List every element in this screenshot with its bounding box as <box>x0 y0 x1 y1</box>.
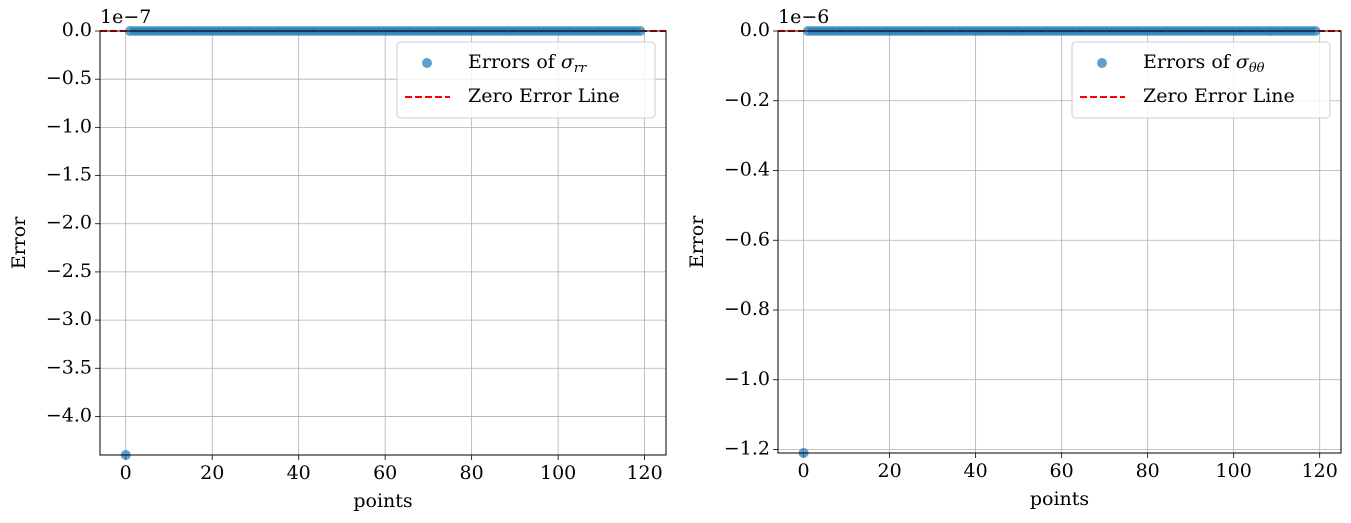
y-tick-label: −4.0 <box>46 404 92 426</box>
x-axis-label: points <box>1030 488 1089 510</box>
legend-label: Zero Error Line <box>1143 85 1295 107</box>
y-tick-label: −0.6 <box>724 228 770 250</box>
offset-text: 1e−7 <box>100 6 151 28</box>
x-tick-label: 0 <box>798 460 810 482</box>
y-tick-label: −0.2 <box>724 89 770 111</box>
legend-label: Errors of σθθ <box>1143 51 1265 76</box>
x-tick-label: 80 <box>460 462 484 484</box>
y-tick-label: −3.0 <box>46 308 92 330</box>
y-tick-label: 0.0 <box>740 19 770 41</box>
y-tick-label: −1.2 <box>724 438 770 460</box>
legend-label: Errors of σrr <box>468 51 587 76</box>
offset-text: 1e−6 <box>778 6 829 28</box>
x-tick-label: 20 <box>878 460 902 482</box>
y-tick-label: −1.5 <box>46 164 92 186</box>
y-tick-label: 0.0 <box>62 19 92 41</box>
legend-label: Zero Error Line <box>468 85 620 107</box>
legend-box <box>396 41 656 119</box>
x-tick-label: 60 <box>373 462 397 484</box>
y-tick-label: −0.5 <box>46 67 92 89</box>
y-tick-label: −0.8 <box>724 298 770 320</box>
x-tick-label: 100 <box>1216 460 1252 482</box>
y-axis-label: Error <box>686 215 708 268</box>
y-tick-label: −2.5 <box>46 260 92 282</box>
axes-frame <box>777 30 1342 454</box>
subplot: 0 20 40 60 80 100 120 0.0 −0.2 −0.4 −0.6 −0.8 −1.0 −1… <box>686 6 1342 510</box>
x-tick-label: 100 <box>540 462 576 484</box>
y-tick-label: −2.0 <box>46 212 92 234</box>
legend-marker <box>1097 58 1107 68</box>
y-tick-label: −1.0 <box>724 368 770 390</box>
subplot: 0 20 40 60 80 100 120 0.0 −0.5 −1.0 −1.5 −2.0 −2.5 −3… <box>8 6 667 512</box>
x-tick-label: 80 <box>1136 460 1160 482</box>
x-tick-label: 60 <box>1050 460 1074 482</box>
y-axis-label: Error <box>8 216 30 269</box>
axes-frame <box>99 30 667 456</box>
x-tick-label: 120 <box>626 462 662 484</box>
x-tick-label: 40 <box>287 462 311 484</box>
x-tick-label: 120 <box>1302 460 1338 482</box>
y-tick-label: −1.0 <box>46 115 92 137</box>
x-tick-label: 20 <box>200 462 224 484</box>
legend-marker <box>422 58 432 68</box>
legend-box <box>1071 41 1331 119</box>
x-tick-label: 0 <box>120 462 132 484</box>
x-axis-label: points <box>353 490 412 512</box>
x-tick-label: 40 <box>964 460 988 482</box>
y-tick-label: −3.5 <box>46 356 92 378</box>
y-tick-label: −0.4 <box>724 159 770 181</box>
